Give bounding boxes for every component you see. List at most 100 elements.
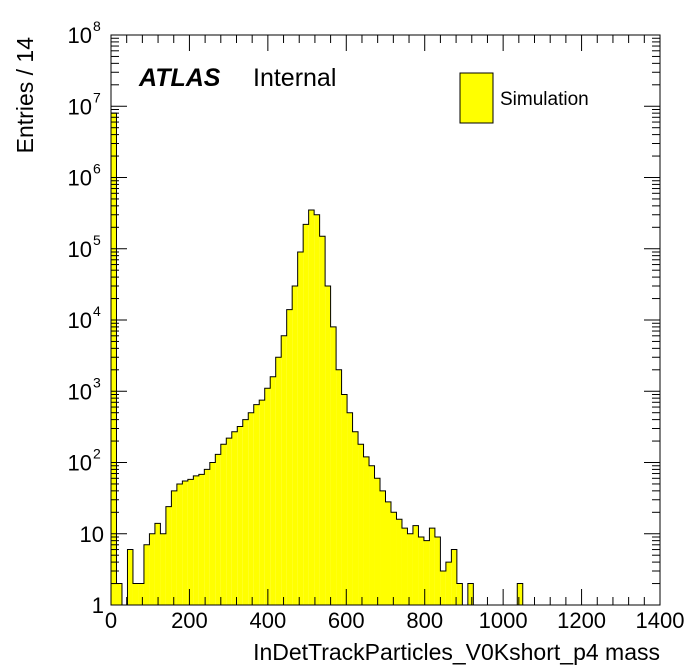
histogram-bin xyxy=(330,326,337,605)
y-tick-label-exponent: 5 xyxy=(93,232,101,248)
histogram-bin xyxy=(132,583,139,605)
histogram-bin xyxy=(352,431,359,605)
y-tick-label: 10 8 xyxy=(68,18,101,48)
histogram-bin xyxy=(297,252,304,605)
x-tick-label: 400 xyxy=(249,608,286,633)
histogram-bin xyxy=(116,583,122,605)
y-tick-label: 10 xyxy=(80,522,104,547)
x-tick-label: 0 xyxy=(105,608,117,633)
histogram-bars xyxy=(111,113,523,605)
histogram-bin xyxy=(154,523,161,605)
y-tick-label-base: 10 xyxy=(68,23,92,48)
histogram-bin xyxy=(226,438,232,605)
histogram-outline xyxy=(110,112,524,606)
histogram-bin xyxy=(390,512,397,605)
x-axis-title: InDetTrackParticles_V0Kshort_p4 mass xyxy=(253,639,660,665)
y-tick-label-base: 10 xyxy=(68,308,92,333)
atlas-status-label: Internal xyxy=(253,64,336,92)
y-tick-label-exponent: 3 xyxy=(93,374,101,390)
histogram-bin xyxy=(467,583,474,605)
histogram-bin xyxy=(456,583,463,605)
histogram-bin xyxy=(281,335,287,605)
histogram-bin xyxy=(363,456,370,605)
histogram-bin xyxy=(440,571,446,605)
histogram-bin xyxy=(127,549,133,605)
histogram-bin xyxy=(517,583,523,605)
histogram-bin xyxy=(264,388,271,605)
y-tick-label-base: 10 xyxy=(68,451,92,476)
histogram-bin xyxy=(319,236,326,605)
histogram-bin xyxy=(451,549,457,605)
histogram-bin xyxy=(418,537,424,605)
histogram-bin xyxy=(160,533,166,605)
y-tick-label-exponent: 4 xyxy=(93,303,101,319)
histogram-bin xyxy=(253,404,260,605)
histogram-bin xyxy=(220,444,227,605)
y-tick-label: 10 4 xyxy=(68,303,101,333)
atlas-label: ATLAS xyxy=(138,64,221,92)
y-tick-label-exponent: 8 xyxy=(93,18,101,34)
histogram-bin xyxy=(149,533,155,605)
histogram-bin xyxy=(347,412,353,605)
histogram-bin xyxy=(325,286,331,605)
x-tick-label: 200 xyxy=(171,608,208,633)
x-tick-label: 800 xyxy=(406,608,443,633)
histogram-bin xyxy=(401,528,408,605)
histogram-bin xyxy=(275,357,282,605)
histogram-bin xyxy=(423,540,430,605)
histogram-bin xyxy=(182,480,188,605)
histogram-bin xyxy=(434,537,441,605)
y-tick-label-base: 10 xyxy=(80,522,104,547)
x-tick-label: 600 xyxy=(328,608,365,633)
legend-label-simulation: Simulation xyxy=(500,89,589,110)
histogram-bin xyxy=(209,462,216,605)
legend-swatch-simulation xyxy=(459,72,494,124)
histogram-bin xyxy=(248,412,254,605)
y-tick-label: 10 6 xyxy=(68,161,101,191)
histogram-bin xyxy=(341,394,348,605)
y-tick-label: 10 5 xyxy=(68,232,101,262)
histogram-bin xyxy=(445,562,452,605)
histogram-bin xyxy=(308,209,315,605)
x-tick-label: 1400 xyxy=(636,608,685,633)
histogram-bin xyxy=(303,224,309,605)
histogram-bin xyxy=(314,214,320,605)
histogram-bin xyxy=(259,400,265,605)
histogram-bin xyxy=(138,583,144,605)
y-tick-label: 10 3 xyxy=(68,374,101,404)
histogram-bin xyxy=(193,475,199,605)
legend: Simulation xyxy=(459,72,589,124)
y-tick-label-base: 10 xyxy=(68,166,92,191)
y-tick-label-base: 10 xyxy=(68,237,92,262)
histogram-bin xyxy=(198,474,205,605)
histogram-bin xyxy=(171,490,177,605)
y-tick-label: 10 2 xyxy=(68,446,101,476)
histogram-bin xyxy=(429,528,435,605)
histogram-bin xyxy=(385,501,391,605)
histogram-bin xyxy=(215,454,221,605)
histogram-bin xyxy=(204,469,210,605)
y-tick-label-exponent: 6 xyxy=(93,161,101,177)
y-tick-label-base: 10 xyxy=(68,379,92,404)
histogram-bin xyxy=(111,113,117,605)
x-axis-tick-labels: 0 200 400 600 800 1000 1200 1400 xyxy=(105,608,685,633)
histogram-bin xyxy=(286,309,293,605)
histogram-bin xyxy=(407,533,413,605)
histogram-bin xyxy=(336,369,342,605)
y-tick-label-exponent: 7 xyxy=(93,89,101,105)
histogram-bin xyxy=(292,286,298,605)
x-axis-ticks xyxy=(110,35,661,605)
histogram-bin xyxy=(369,465,375,605)
histogram-bin xyxy=(358,444,364,605)
y-tick-label-exponent: 2 xyxy=(93,446,101,462)
histogram-bin xyxy=(143,544,150,605)
y-tick-label-base: 10 xyxy=(68,94,92,119)
histogram-bin xyxy=(165,506,172,605)
x-tick-label: 1000 xyxy=(479,608,528,633)
histogram-bin xyxy=(396,519,402,605)
y-axis-title: Entries / 14 xyxy=(12,37,38,154)
y-tick-label-base: 1 xyxy=(92,593,104,618)
y-axis-ticks xyxy=(111,34,660,606)
